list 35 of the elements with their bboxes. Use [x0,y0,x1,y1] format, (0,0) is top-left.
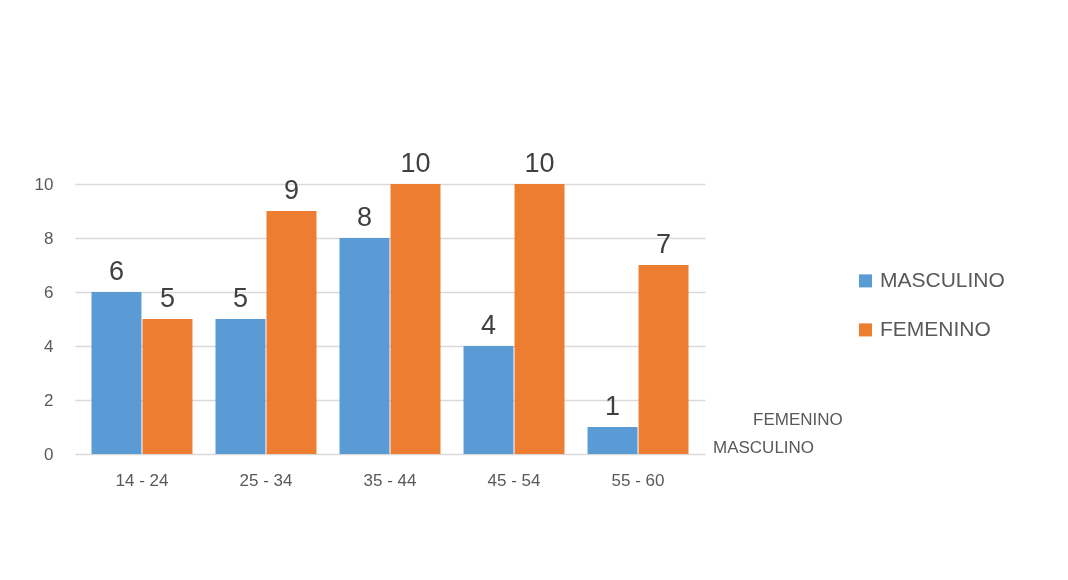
data-label: 1 [605,391,621,421]
y-tick-label: 8 [44,228,54,248]
text: FEMENINO [753,410,843,429]
bar [463,346,514,454]
bar [142,319,193,454]
x-tick-label: 35 - 44 [363,470,417,490]
y-tick-label: 0 [44,444,54,464]
y-tick-label: 2 [44,390,54,410]
y-tick-label: 10 [34,174,54,194]
data-label: 5 [232,283,248,313]
bar [91,292,142,454]
legend-label: FEMENINO [880,316,991,340]
x-tick-label: 45 - 54 [487,470,541,490]
x-tick-label: 55 - 60 [611,470,665,490]
data-label: 10 [524,148,555,178]
data-label: 4 [481,310,497,340]
x-tick-label: 14 - 24 [115,470,169,490]
text: MASCULINO [713,438,815,457]
y-tick-label: 4 [44,336,54,356]
bar [215,319,266,454]
bar [587,427,638,454]
data-label: 9 [283,175,299,205]
data-label: 5 [159,283,175,313]
bar [514,184,565,454]
data-label: 7 [656,229,672,259]
data-label: 10 [400,148,431,178]
data-label: 8 [356,202,373,232]
y-tick-label: 6 [44,282,54,302]
legend-label: MASCULINO [880,267,1005,291]
bar [266,211,317,454]
x-tick-label: 25 - 34 [239,470,293,490]
data-label: 6 [108,256,124,286]
bar [390,184,441,454]
bar [339,238,390,454]
bar [638,265,689,454]
